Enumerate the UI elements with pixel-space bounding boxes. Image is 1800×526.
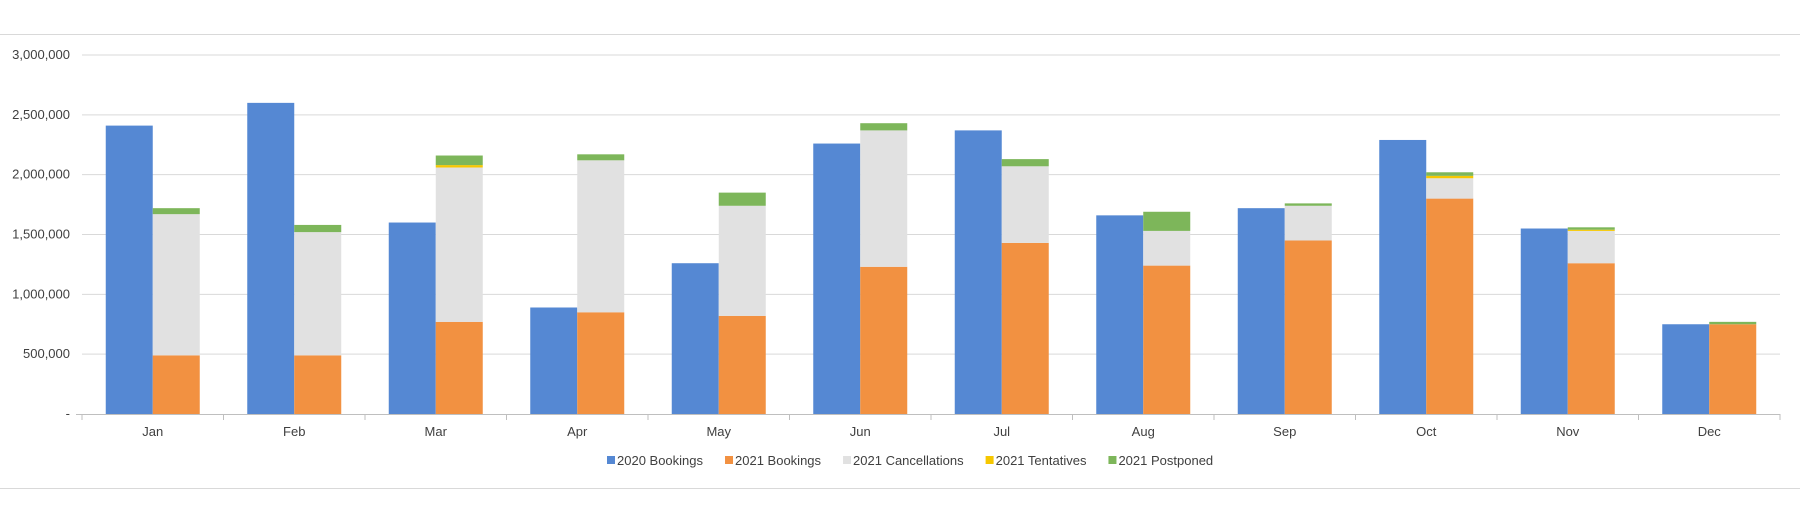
bar-segment: [1284, 240, 1332, 414]
bar-segment: [388, 222, 436, 414]
legend: 2020 Bookings 2021 Bookings 2021 Cancellat…: [607, 453, 1213, 468]
bar-segment: [1284, 203, 1332, 206]
bar-segment: [1143, 265, 1191, 414]
legend-swatch: [843, 456, 852, 464]
bar-segment: [1237, 208, 1285, 414]
bar-segment: [1379, 139, 1427, 415]
y-tick-label: 1,500,000: [12, 227, 70, 242]
legend-label: 2021 Postponed: [1118, 453, 1213, 468]
bar-segment: [1426, 175, 1474, 179]
x-axis: [76, 414, 1781, 420]
bar-segment: [294, 232, 342, 356]
bar-segment: [294, 224, 342, 233]
chart-bottom-border: [0, 488, 1800, 489]
bar-segment: [435, 167, 483, 322]
x-tick-label: Jan: [142, 424, 163, 439]
bar-segment: [954, 130, 1002, 414]
x-axis-tick-labels: Jan Feb Mar Apr May Jun Jul Aug Sep Oct Nov Dec: [142, 424, 1721, 439]
legend-label: 2021 Tentatives: [996, 453, 1087, 468]
bar-segment: [1001, 166, 1049, 243]
bar-segment: [1426, 172, 1474, 176]
bar-segment: [860, 123, 908, 131]
x-tick-label: Aug: [1132, 424, 1155, 439]
legend-swatch: [607, 456, 615, 464]
bar-segment: [152, 214, 200, 356]
bar-segment: [813, 143, 861, 414]
chart-top-border: [0, 34, 1800, 35]
bar-segment: [435, 321, 483, 414]
bar-segment: [577, 160, 625, 313]
bar-segment: [1567, 227, 1615, 230]
bar-segment: [1426, 178, 1474, 199]
x-tick-label: Jun: [850, 424, 871, 439]
bar-segment: [1143, 230, 1191, 266]
bar-segment: [1567, 230, 1615, 264]
bar-segment: [718, 315, 766, 414]
bar-segment: [1426, 198, 1474, 414]
bar-segment: [718, 205, 766, 316]
y-tick-label: 2,000,000: [12, 167, 70, 182]
bar-segment: [1096, 215, 1144, 414]
y-tick-label: -: [66, 406, 70, 421]
legend-item: 2021 Bookings: [725, 453, 822, 468]
y-tick-label: 2,500,000: [12, 107, 70, 122]
bar-segment: [1709, 324, 1757, 414]
bar-segment: [152, 208, 200, 215]
y-tick-label: 500,000: [23, 346, 70, 361]
bar-segment: [294, 355, 342, 414]
legend-item: 2021 Tentatives: [985, 453, 1087, 468]
bar-segment: [1709, 321, 1757, 325]
bar-segment: [1567, 229, 1615, 231]
bar-segment: [577, 154, 625, 161]
x-tick-label: Sep: [1273, 424, 1296, 439]
gridlines: [82, 54, 1780, 355]
x-tick-label: Nov: [1556, 424, 1580, 439]
bar-segment: [1520, 228, 1568, 414]
y-tick-label: 1,000,000: [12, 286, 70, 301]
bar-segment: [435, 165, 483, 168]
legend-label: 2020 Bookings: [617, 453, 704, 468]
legend-item: 2020 Bookings: [607, 453, 704, 468]
legend-item: 2021 Cancellations: [843, 453, 964, 468]
legend-swatch: [985, 456, 994, 464]
legend-label: 2021 Bookings: [735, 453, 822, 468]
bar-segment: [671, 263, 719, 414]
bar-segment: [1001, 159, 1049, 167]
x-tick-label: May: [706, 424, 731, 439]
bars: [105, 102, 1757, 415]
x-tick-label: Apr: [567, 424, 588, 439]
bar-segment: [247, 102, 295, 414]
y-tick-label: 3,000,000: [12, 47, 70, 62]
legend-swatch: [725, 456, 734, 464]
bar-segment: [1143, 211, 1191, 231]
bar-segment: [1284, 205, 1332, 241]
bar-segment: [1662, 324, 1710, 414]
bar-segment: [577, 312, 625, 414]
bar-segment: [860, 266, 908, 414]
bar-segment: [1567, 263, 1615, 414]
bar-segment: [718, 192, 766, 206]
bar-segment: [1001, 242, 1049, 414]
bar-segment: [530, 307, 578, 414]
legend-swatch: [1108, 456, 1117, 464]
bar-segment: [860, 130, 908, 267]
x-tick-label: Feb: [283, 424, 305, 439]
legend-item: 2021 Postponed: [1108, 453, 1213, 468]
bar-segment: [152, 355, 200, 414]
bar-segment: [435, 155, 483, 166]
bar-segment: [105, 125, 153, 414]
y-axis-tick-labels: - 500,000 1,000,000 1,500,000 2,000,000 2,500…: [12, 47, 70, 421]
x-tick-label: Mar: [425, 424, 448, 439]
x-tick-label: Oct: [1416, 424, 1437, 439]
x-tick-label: Dec: [1698, 424, 1722, 439]
x-tick-label: Jul: [993, 424, 1010, 439]
legend-label: 2021 Cancellations: [853, 453, 964, 468]
